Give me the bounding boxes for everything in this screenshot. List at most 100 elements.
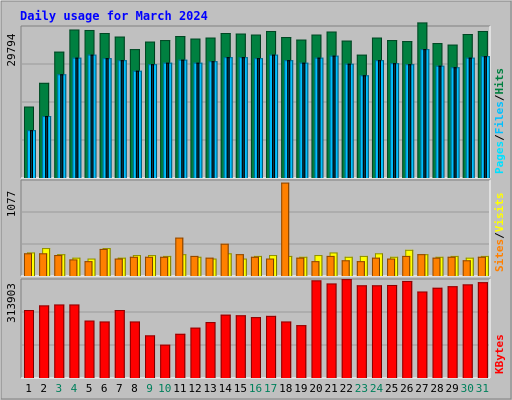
kbytes-bar-fill — [235, 315, 246, 378]
kbytes-bar-edge — [365, 285, 367, 378]
pages-bar — [166, 62, 170, 179]
pages-bar — [483, 56, 487, 178]
pages-bar-left — [105, 58, 107, 178]
pages-bar-edge — [107, 58, 109, 178]
hits-bar-left — [477, 30, 479, 178]
hits-bar-left — [190, 38, 192, 179]
pages-bar-left — [453, 67, 455, 178]
hits-bar-left — [447, 44, 449, 178]
sites-bar-fill — [24, 253, 32, 276]
sites-bar-fill — [296, 257, 305, 276]
hits-bar-top — [205, 37, 216, 39]
kbytes-bar-left — [326, 283, 328, 378]
kbytes-bar-left — [250, 317, 252, 378]
pages-bar-left — [408, 64, 410, 178]
sites-bar-top — [129, 256, 138, 258]
legend-part: / — [493, 232, 506, 239]
sites-bar — [371, 257, 380, 276]
pages-bar-left — [438, 65, 440, 178]
kbytes-bar — [39, 305, 50, 378]
sites-bar — [145, 256, 154, 276]
kbytes-bar-edge — [411, 280, 413, 378]
sites-bar-fill — [326, 255, 335, 276]
sites-bar-edge — [273, 258, 275, 276]
legend-part: Hits — [493, 68, 506, 95]
sites-bar-top — [175, 237, 184, 239]
pages-bar-edge — [62, 74, 64, 178]
visits-bar-edge — [139, 255, 141, 276]
pages-bar-fill — [30, 130, 33, 178]
legend-part: / — [493, 94, 506, 101]
hits-files-pages-legend: Pages/Files/Hits — [493, 68, 506, 174]
kbytes-bar-left — [296, 325, 298, 378]
sites-bar-edge — [318, 261, 320, 276]
pages-bar-top — [45, 116, 49, 118]
kbytes-bar-left — [477, 282, 479, 378]
sites-bar-edge — [439, 257, 441, 276]
visits-bar-top — [344, 256, 353, 258]
sites-bar-top — [326, 255, 335, 257]
visits-bar-edge — [366, 255, 368, 276]
kbytes-bar-fill — [220, 314, 231, 378]
pages-bar — [287, 60, 291, 179]
pages-bar-top — [166, 62, 170, 64]
kbytes-bar-top — [39, 305, 50, 307]
kbytes-bar — [296, 325, 307, 378]
pages-bar — [105, 58, 109, 178]
hits-bar-left — [250, 34, 252, 178]
visits-bar-edge — [442, 256, 444, 276]
day-label: 9 — [146, 382, 153, 395]
kbytes-bar — [175, 333, 186, 378]
visits-bar-edge — [306, 256, 308, 276]
kbytes-bar-edge — [380, 285, 382, 378]
kbytes-bar-edge — [214, 322, 216, 378]
pages-bar-fill — [272, 54, 276, 179]
kbytes-bar-top — [24, 310, 34, 312]
kbytes-bar-edge — [456, 286, 458, 378]
sites-bar — [281, 182, 290, 276]
visits-bar-top — [102, 248, 111, 250]
sites-bar-fill — [84, 261, 93, 276]
day-label: 21 — [325, 382, 338, 395]
pages-bar-left — [75, 57, 77, 178]
pages-bar-top — [393, 63, 397, 65]
chart-title: Daily usage for March 2024 — [20, 9, 208, 23]
pages-bar — [196, 62, 200, 179]
pages-bar — [256, 58, 260, 178]
pages-bar-fill — [423, 49, 427, 178]
day-label: 13 — [203, 382, 216, 395]
pages-bar-left — [468, 57, 470, 178]
pages-bar-left — [120, 60, 122, 179]
pages-bar-fill — [151, 64, 155, 178]
sites-bar-left — [54, 255, 56, 276]
files-bar-edge — [156, 64, 158, 178]
sites-bar-edge — [121, 258, 123, 276]
sites-bar — [190, 255, 199, 276]
sites-bar-left — [296, 257, 298, 276]
sites-bar-top — [84, 261, 93, 263]
kbytes-bar-edge — [320, 280, 322, 378]
sites-bar-fill — [417, 254, 426, 276]
visits-bar-edge — [185, 254, 187, 276]
files-bar-left — [299, 62, 301, 179]
hits-bar-left — [129, 49, 131, 178]
sites-bar-top — [205, 257, 214, 259]
sites-bar-edge — [152, 256, 154, 276]
pages-bar-left — [393, 63, 395, 178]
kbytes-bar-top — [250, 317, 261, 319]
pages-bar-fill — [332, 55, 336, 179]
kbytes-bar-top — [432, 287, 443, 289]
pages-bar-left — [347, 63, 349, 179]
pages-bar-fill — [377, 60, 381, 179]
kbytes-bar-fill — [356, 285, 367, 378]
kbytes-bar-top — [114, 310, 125, 312]
pages-bar — [468, 57, 472, 178]
sites-bar-left — [281, 182, 283, 276]
pages-bar-edge — [349, 63, 351, 179]
hits-bar-left — [145, 41, 147, 178]
files-bar-left — [420, 49, 422, 178]
files-bar-edge — [110, 58, 112, 178]
pages-bar-fill — [196, 62, 200, 179]
files-bar-left — [148, 64, 150, 178]
kbytes-bar-top — [281, 321, 292, 323]
